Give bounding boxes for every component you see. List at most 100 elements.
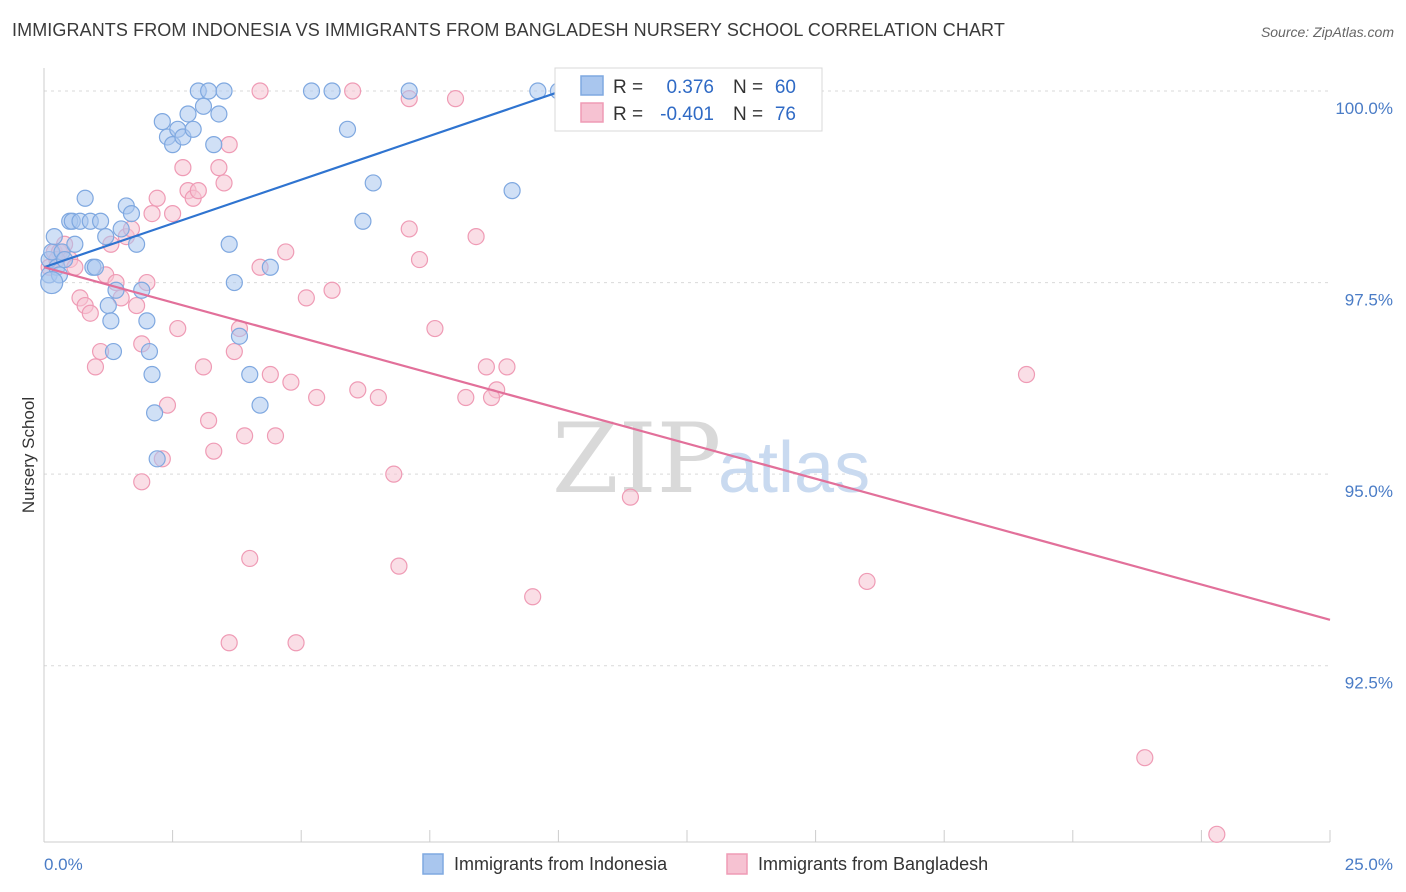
point-bangladesh-36: [225, 342, 243, 361]
point-indonesia-37: [179, 105, 197, 123]
point-indonesia-43: [210, 105, 228, 123]
series-legend-swatch-bangladesh: [726, 853, 748, 875]
point-bangladesh-69: [251, 82, 269, 100]
point-bangladesh-34: [215, 174, 233, 192]
point-bangladesh-21: [148, 189, 166, 207]
point-bangladesh-49: [349, 381, 367, 399]
point-bangladesh-58: [467, 227, 485, 246]
point-indonesia-30: [145, 404, 164, 422]
scatter-points: [40, 82, 1226, 843]
point-bangladesh-38: [236, 427, 254, 445]
legend-swatch-indonesia: [580, 75, 604, 96]
point-bangladesh-24: [164, 205, 182, 223]
point-bangladesh-35: [220, 634, 238, 652]
legend-r-label-2: R =: [613, 104, 643, 125]
point-bangladesh-64: [621, 488, 640, 506]
legend-n-label-2: N =: [733, 104, 763, 125]
y-axis-title: Nursery School: [19, 397, 38, 513]
point-bangladesh-43: [277, 243, 295, 261]
point-bangladesh-26: [174, 159, 192, 177]
point-indonesia-15: [86, 258, 105, 276]
x-tick-label-1: 25.0%: [1345, 855, 1393, 874]
point-indonesia-50: [261, 258, 279, 276]
point-bangladesh-68: [1208, 825, 1226, 843]
point-indonesia-53: [338, 120, 357, 138]
point-bangladesh-75: [220, 136, 238, 154]
source-label: Source: ZipAtlas.com: [1260, 24, 1394, 40]
point-bangladesh-55: [426, 319, 444, 338]
point-indonesia-22: [112, 220, 130, 238]
point-indonesia-52: [323, 82, 341, 100]
legend-n-label-1: N =: [733, 77, 763, 98]
point-bangladesh-20: [143, 205, 161, 223]
point-bangladesh-31: [200, 411, 218, 430]
point-indonesia-18: [99, 296, 117, 315]
point-bangladesh-29: [189, 182, 207, 200]
point-bangladesh-59: [477, 358, 495, 376]
point-indonesia-40: [194, 97, 213, 115]
point-bangladesh-44: [282, 373, 300, 391]
point-bangladesh-57: [457, 388, 475, 407]
y-tick-labels: 100.0% 97.5% 95.0% 92.5%: [1335, 99, 1393, 693]
point-indonesia-42: [205, 136, 223, 154]
series-legend-swatch-indonesia: [422, 853, 444, 875]
point-indonesia-49: [251, 396, 269, 414]
point-bangladesh-54: [410, 250, 429, 269]
point-bangladesh-62: [524, 588, 542, 606]
point-indonesia-12: [76, 189, 94, 207]
point-bangladesh-8: [81, 304, 99, 322]
point-bangladesh-70: [344, 82, 362, 100]
point-indonesia-24: [122, 205, 141, 223]
point-indonesia-17: [97, 227, 115, 246]
point-indonesia-20: [104, 342, 123, 361]
point-indonesia-32: [153, 113, 171, 131]
legend-n-value-2: 76: [775, 104, 796, 125]
point-indonesia-3: [45, 227, 63, 246]
trend-lines: [43, 82, 1331, 621]
point-indonesia-51: [302, 82, 321, 100]
point-indonesia-54: [354, 212, 372, 230]
point-bangladesh-32: [205, 442, 223, 460]
point-indonesia-28: [140, 342, 159, 361]
point-indonesia-27: [138, 312, 156, 330]
point-indonesia-44: [215, 82, 233, 100]
legend-swatch-bangladesh: [580, 102, 604, 123]
point-bangladesh-48: [323, 281, 341, 299]
point-bangladesh-46: [297, 289, 315, 307]
point-bangladesh-65: [858, 572, 876, 591]
point-bangladesh-67: [1136, 749, 1154, 767]
legend-r-label-1: R =: [613, 77, 643, 98]
series-legend: Immigrants from Indonesia Immigrants fro…: [422, 853, 988, 875]
point-bangladesh-56: [446, 90, 465, 108]
trend-line-indonesia: [43, 82, 585, 269]
series-legend-label-bangladesh: Immigrants from Bangladesh: [758, 854, 988, 874]
point-bangladesh-66: [1017, 365, 1036, 384]
grid-lines: [44, 90, 1330, 667]
point-bangladesh-52: [390, 557, 408, 575]
point-indonesia-57: [503, 182, 521, 200]
watermark-atlas: atlas: [718, 428, 870, 508]
point-bangladesh-50: [369, 388, 387, 407]
y-tick-label-3: 92.5%: [1345, 674, 1393, 693]
point-bangladesh-61: [498, 358, 516, 376]
point-indonesia-10: [66, 235, 84, 253]
point-bangladesh-51: [385, 465, 403, 483]
legend-n-value-1: 60: [775, 77, 796, 98]
point-bangladesh-33: [210, 159, 228, 177]
trend-line-bangladesh: [43, 266, 1331, 621]
y-tick-label-2: 95.0%: [1345, 482, 1393, 501]
point-bangladesh-39: [241, 549, 259, 568]
point-bangladesh-25: [169, 319, 187, 338]
point-indonesia-56: [400, 82, 418, 100]
axes: [43, 68, 1331, 843]
point-indonesia-47: [230, 327, 249, 345]
point-indonesia-19: [102, 312, 120, 330]
point-bangladesh-9: [86, 358, 105, 376]
point-bangladesh-30: [194, 358, 213, 376]
point-indonesia-45: [220, 235, 238, 253]
point-indonesia-16: [91, 212, 110, 230]
point-indonesia-38: [184, 120, 202, 138]
point-bangladesh-47: [308, 388, 326, 407]
point-bangladesh-53: [400, 220, 418, 238]
